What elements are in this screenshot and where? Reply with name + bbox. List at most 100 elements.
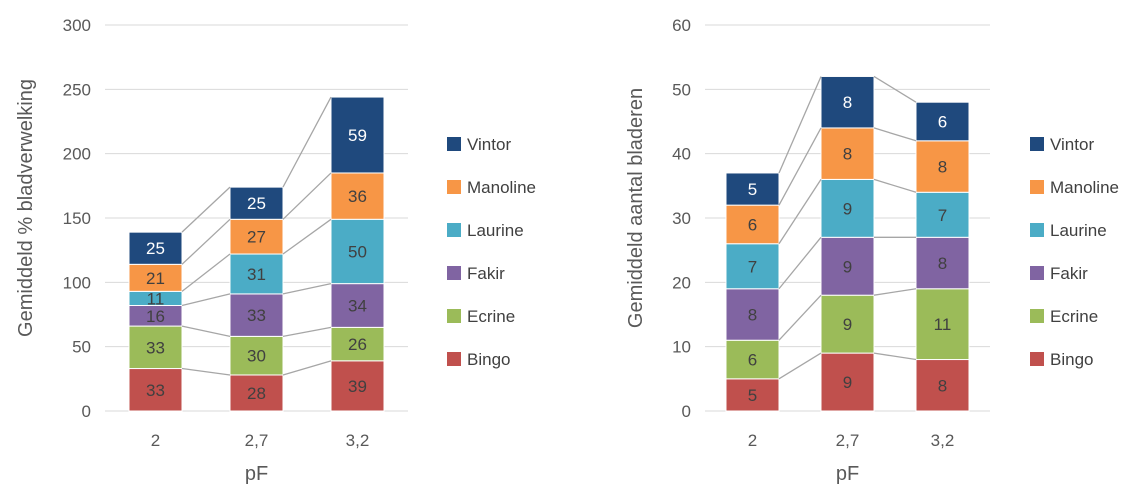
y-axis-title: Gemiddeld % bladverwelking (15, 79, 37, 337)
x-tick-label: 3,2 (346, 431, 370, 450)
series-line (778, 76, 822, 174)
x-tick-label: 2 (151, 431, 160, 450)
legend-label: Fakir (467, 264, 505, 283)
legend-label: Ecrine (1050, 307, 1098, 326)
series-line (282, 96, 332, 188)
series-line (778, 127, 822, 206)
series-line (873, 75, 917, 103)
legend-label: Bingo (467, 350, 510, 369)
data-label: 8 (938, 158, 947, 177)
x-tick-label: 2,7 (245, 431, 269, 450)
bar-segment-laurine (725, 243, 780, 290)
y-tick-label: 20 (672, 273, 691, 292)
legend-swatch-fakir (1030, 266, 1044, 280)
y-tick-label: 150 (63, 209, 91, 228)
bar-segment-ecrine (128, 325, 183, 370)
bar-segment-vintor (128, 231, 183, 265)
data-label: 8 (938, 376, 947, 395)
y-tick-label: 100 (63, 273, 91, 292)
chart-2: 0 10 20 30 40 50 60 5 9 8 6 9 11 8 9 8 7 9 7 6 8 8 5 8 6 2 2,7 3,2 p… (625, 16, 1119, 485)
series-line (181, 253, 231, 292)
bar-segment-fakir (229, 293, 284, 337)
legend-swatch-bingo (447, 352, 461, 366)
y-axis-title: Gemiddeld aantal bladeren (625, 88, 647, 328)
y-tick-label: 30 (672, 209, 691, 228)
data-label: 6 (748, 351, 757, 370)
y-tick-label: 50 (672, 80, 691, 99)
bar-segment-ecrine (915, 288, 970, 361)
data-label: 21 (146, 269, 165, 288)
series-line (778, 352, 822, 380)
data-label: 33 (247, 306, 266, 325)
bar-segment-bingo (820, 352, 875, 412)
bar-segment-ecrine (820, 294, 875, 354)
data-label: 27 (247, 228, 266, 247)
data-label: 33 (146, 381, 165, 400)
series-line (282, 360, 332, 376)
series-line (181, 293, 231, 307)
y-tick-label: 0 (682, 402, 691, 421)
legend-swatch-laurine (1030, 223, 1044, 237)
series-line (873, 178, 917, 193)
legend-swatch-laurine (447, 223, 461, 237)
y-tick-label: 60 (672, 16, 691, 35)
y-tick-label: 0 (82, 402, 91, 421)
legend-swatch-vintor (447, 137, 461, 151)
data-label: 28 (247, 384, 266, 403)
data-label: 9 (843, 199, 852, 218)
data-label: 6 (748, 215, 757, 234)
x-axis-title: pF (245, 463, 268, 485)
data-label: 33 (146, 338, 165, 357)
data-label: 26 (348, 335, 367, 354)
legend-label: Ecrine (467, 307, 515, 326)
data-label: 50 (348, 242, 367, 261)
legend-label: Manoline (1050, 178, 1119, 197)
data-label: 59 (348, 126, 367, 145)
data-label: 34 (348, 296, 367, 315)
data-label: 16 (146, 307, 165, 326)
legend-swatch-vintor (1030, 137, 1044, 151)
data-label: 11 (934, 315, 952, 334)
legend-swatch-ecrine (1030, 309, 1044, 323)
data-label: 39 (348, 377, 367, 396)
bar-segment-ecrine (725, 339, 780, 380)
bar-segment-ecrine (229, 335, 284, 376)
bar-segment-bingo (229, 374, 284, 412)
series-line (873, 127, 917, 142)
series-line (181, 186, 231, 233)
series-line (778, 236, 822, 290)
legend: Vintor Manoline Laurine Fakir Ecrine Bingo (1030, 135, 1119, 369)
series-line (181, 325, 231, 338)
bar-segment-bingo (330, 360, 385, 412)
series-line (282, 172, 332, 220)
data-label: 7 (748, 257, 757, 276)
series-line (181, 218, 231, 265)
legend-label: Fakir (1050, 264, 1088, 283)
legend-label: Manoline (467, 178, 536, 197)
y-tick-label: 40 (672, 145, 691, 164)
series-line (778, 294, 822, 341)
data-label: 31 (247, 265, 266, 284)
bar-segment-vintor (820, 75, 875, 129)
y-tick-label: 300 (63, 16, 91, 35)
x-tick-label: 2 (748, 431, 757, 450)
bar-segment-bingo (128, 368, 183, 412)
data-label: 8 (938, 254, 947, 273)
bar-segment-ecrine (330, 326, 385, 362)
series-line (282, 218, 332, 255)
legend-swatch-fakir (447, 266, 461, 280)
bar-segment-manoline (229, 218, 284, 255)
bar-segment-manoline (330, 172, 385, 220)
data-label: 8 (843, 93, 852, 112)
legend-label: Laurine (1050, 221, 1107, 240)
data-label: 36 (348, 187, 367, 206)
bar-segment-bingo (915, 359, 970, 412)
x-tick-label: 3,2 (931, 431, 955, 450)
bar-segment-vintor (330, 96, 385, 174)
bar-segment-fakir (725, 288, 780, 341)
bar-segment-vintor (229, 186, 284, 220)
data-label: 25 (247, 194, 266, 213)
data-label: 9 (843, 315, 852, 334)
